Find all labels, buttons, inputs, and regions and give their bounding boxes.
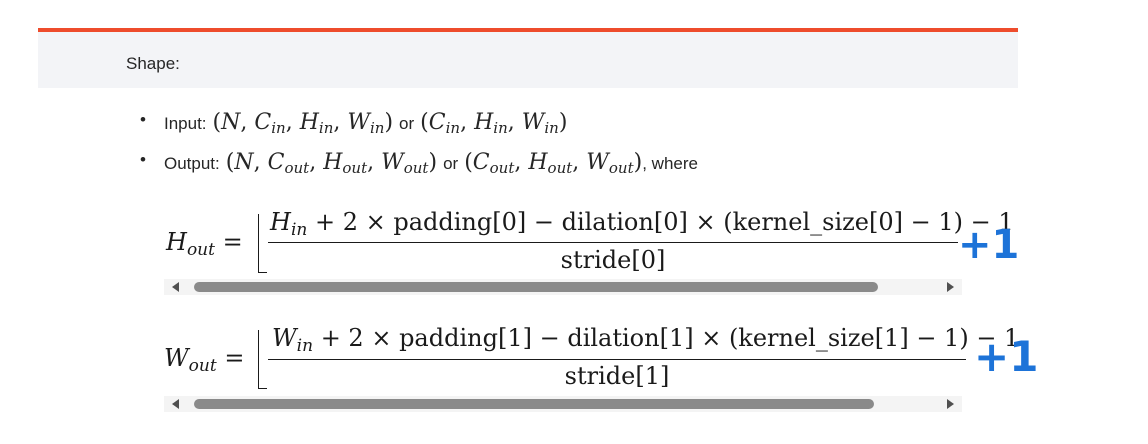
input-connector: or — [399, 114, 415, 133]
bullet-dot: • — [140, 110, 146, 129]
h-out-lhs: Hout = — [166, 228, 243, 260]
scroll-left-arrow-icon[interactable] — [172, 399, 179, 409]
fraction-bar — [268, 242, 958, 244]
output-trailer: , where — [642, 154, 698, 173]
shape-title: Shape: — [126, 54, 180, 73]
scroll-left-arrow-icon[interactable] — [172, 282, 179, 292]
handwritten-plus-one: +1 — [974, 332, 1039, 381]
output-label: Output: — [164, 154, 220, 173]
scrollbar-thumb[interactable] — [194, 399, 874, 409]
w-out-denominator: stride[1] — [564, 362, 670, 390]
w-out-lhs: Wout = — [164, 344, 245, 376]
input-shape-4d: (N, Cin, Hin, Win) — [212, 110, 394, 137]
output-shape-4d: (N, Cout, Hout, Wout) — [225, 150, 438, 177]
h-out-numerator: Hin + 2 × padding[0] − dilation[0] × (ke… — [270, 208, 1014, 240]
output-bullet: • Output: (N, Cout, Hout, Wout) or (Cout… — [140, 150, 704, 177]
formula-1-scrollbar[interactable] — [164, 279, 962, 295]
h-out-denominator: stride[0] — [560, 246, 666, 274]
scroll-right-arrow-icon[interactable] — [947, 399, 954, 409]
w-out-numerator: Win + 2 × padding[1] − dilation[1] × (ke… — [272, 324, 1020, 356]
input-label: Input: — [164, 114, 207, 133]
floor-bracket-left — [258, 214, 267, 273]
input-shape-3d: (Cin, Hin, Win) — [420, 110, 568, 137]
fraction-bar — [268, 359, 966, 361]
scrollbar-thumb[interactable] — [194, 282, 878, 292]
formula-2-scrollbar[interactable] — [164, 396, 962, 412]
scroll-right-arrow-icon[interactable] — [947, 282, 954, 292]
output-connector: or — [443, 154, 459, 173]
input-bullet: • Input: (N, Cin, Hin, Win) or (Cin, Hin… — [140, 110, 568, 137]
shape-header: Shape: — [38, 28, 1018, 88]
floor-bracket-left — [258, 330, 267, 389]
output-shape-3d: (Cout, Hout, Wout) — [464, 150, 643, 177]
bullet-dot: • — [140, 150, 146, 169]
handwritten-plus-one: +1 — [958, 222, 1020, 268]
